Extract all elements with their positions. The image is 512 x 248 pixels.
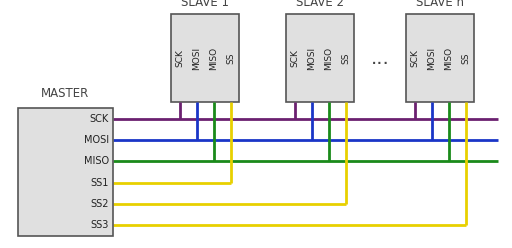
Text: SLAVE 1: SLAVE 1 <box>181 0 229 9</box>
Text: MOSI: MOSI <box>307 46 316 69</box>
FancyBboxPatch shape <box>286 14 354 102</box>
Text: SCK: SCK <box>410 49 419 67</box>
Text: SS3: SS3 <box>91 220 109 230</box>
Text: SS1: SS1 <box>91 178 109 188</box>
Text: SCK: SCK <box>175 49 184 67</box>
Text: MASTER: MASTER <box>41 87 90 100</box>
Text: ...: ... <box>371 49 389 67</box>
Text: SLAVE 2: SLAVE 2 <box>296 0 344 9</box>
FancyBboxPatch shape <box>406 14 474 102</box>
Text: SS: SS <box>341 52 350 64</box>
Text: SS: SS <box>461 52 470 64</box>
Text: MISO: MISO <box>444 46 453 69</box>
FancyBboxPatch shape <box>171 14 239 102</box>
Text: MOSI: MOSI <box>192 46 201 69</box>
Text: MISO: MISO <box>324 46 333 69</box>
Text: MOSI: MOSI <box>427 46 436 69</box>
Text: SLAVE n: SLAVE n <box>416 0 464 9</box>
Text: SS2: SS2 <box>91 199 109 209</box>
Text: MISO: MISO <box>84 156 109 166</box>
Text: SCK: SCK <box>90 114 109 124</box>
FancyBboxPatch shape <box>18 108 113 236</box>
Text: SCK: SCK <box>290 49 299 67</box>
Text: MOSI: MOSI <box>84 135 109 145</box>
Text: SS: SS <box>226 52 235 64</box>
Text: MISO: MISO <box>209 46 218 69</box>
